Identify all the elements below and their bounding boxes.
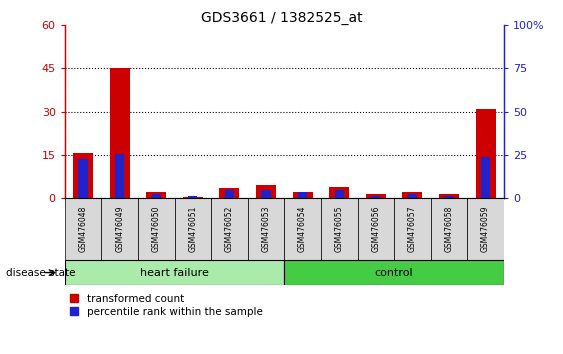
Bar [248, 198, 284, 260]
Bar [403, 193, 422, 198]
Text: GSM476055: GSM476055 [335, 206, 343, 252]
Text: GSM476051: GSM476051 [189, 206, 197, 252]
Bar [256, 185, 276, 198]
Bar [261, 190, 271, 198]
Bar [211, 198, 248, 260]
Bar [293, 193, 312, 198]
Bar [298, 192, 307, 198]
Bar [371, 196, 381, 198]
Bar [151, 194, 161, 198]
Bar [73, 153, 93, 198]
Text: heart failure: heart failure [140, 268, 209, 278]
Text: GSM476052: GSM476052 [225, 206, 234, 252]
Bar [175, 198, 211, 260]
Text: GSM476048: GSM476048 [79, 206, 87, 252]
Text: GSM476056: GSM476056 [372, 206, 380, 252]
Legend: transformed count, percentile rank within the sample: transformed count, percentile rank withi… [70, 294, 262, 317]
Bar [444, 196, 454, 198]
Bar [476, 109, 495, 198]
Bar [321, 198, 358, 260]
Text: GSM476057: GSM476057 [408, 206, 417, 252]
Text: GDS3661 / 1382525_at: GDS3661 / 1382525_at [200, 11, 363, 25]
Bar [65, 260, 284, 285]
Bar [408, 194, 417, 198]
Bar [284, 260, 504, 285]
Bar [284, 198, 321, 260]
Bar [366, 194, 386, 198]
Text: disease state: disease state [6, 268, 75, 278]
Bar [358, 198, 394, 260]
Bar [115, 154, 124, 198]
Text: GSM476049: GSM476049 [115, 206, 124, 252]
Bar [329, 187, 349, 198]
Bar [225, 190, 234, 198]
Bar [188, 196, 198, 198]
Bar [467, 198, 504, 260]
Bar [146, 193, 166, 198]
Bar [183, 197, 203, 198]
Bar [431, 198, 467, 260]
Text: GSM476054: GSM476054 [298, 206, 307, 252]
Bar [394, 198, 431, 260]
Text: GSM476058: GSM476058 [445, 206, 453, 252]
Bar [110, 68, 129, 198]
Bar [334, 190, 344, 198]
Text: GSM476050: GSM476050 [152, 206, 160, 252]
Bar [138, 198, 175, 260]
Bar [220, 188, 239, 198]
Text: GSM476059: GSM476059 [481, 206, 490, 252]
Text: GSM476053: GSM476053 [262, 206, 270, 252]
Text: control: control [375, 268, 413, 278]
Bar [78, 159, 88, 198]
Bar [439, 194, 459, 198]
Bar [481, 156, 490, 198]
Bar [65, 198, 101, 260]
Bar [101, 198, 138, 260]
